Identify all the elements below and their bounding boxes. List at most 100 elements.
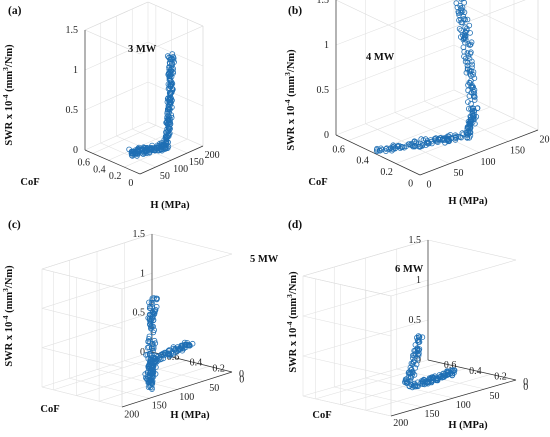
data-point: [465, 106, 472, 112]
data-point: [376, 147, 383, 154]
data-point: [157, 356, 164, 363]
floor-grid-line: [347, 95, 467, 141]
data-point: [165, 132, 172, 139]
floor-grid-line: [365, 123, 450, 165]
data-point: [153, 295, 160, 302]
z-tick-label: 1.5: [409, 235, 422, 246]
data-point: [426, 376, 433, 382]
data-point: [465, 99, 471, 105]
data-point: [166, 350, 173, 357]
z-axis-label-part: -4: [1, 94, 10, 100]
data-point: [151, 354, 158, 361]
box-edge: [419, 0, 526, 41]
data-point: [186, 342, 192, 348]
z-tick-label: 1: [73, 65, 78, 76]
x-tick-label: 150: [189, 157, 204, 168]
power-annotation: 5 MW: [250, 254, 279, 265]
x-axis-line: [419, 129, 539, 176]
data-point: [470, 84, 477, 90]
floor-grid-line: [394, 112, 480, 153]
z-axis-label-part: -4: [1, 315, 10, 321]
data-point: [458, 27, 464, 34]
data-point: [145, 362, 152, 369]
y-tick-label: 0.2: [212, 363, 225, 374]
data-point: [461, 32, 468, 39]
floor-grid-line: [92, 125, 156, 154]
box-edge: [147, 1, 204, 27]
x-tick-label: 50: [160, 171, 170, 182]
y-tick-label: 0.2: [109, 171, 122, 182]
y-axis-label: CoF: [20, 177, 39, 188]
data-point: [147, 145, 153, 151]
data-point: [452, 132, 459, 139]
z-axis-label-part: SWR x 10: [4, 322, 15, 367]
data-point: [433, 377, 440, 384]
x-tick-label: 150: [510, 146, 525, 157]
y-tick-label: 0.6: [444, 360, 457, 371]
data-point: [451, 367, 457, 374]
data-point: [473, 113, 480, 120]
z-tick-label: 0.5: [409, 315, 422, 326]
data-point: [167, 121, 174, 127]
box-edge: [84, 1, 149, 31]
y-axis-label: CoF: [312, 410, 331, 421]
x-tick-label: 100: [456, 400, 471, 411]
power-annotation: 6 MW: [395, 264, 424, 275]
floor-grid-line: [53, 354, 164, 391]
data-point: [153, 303, 160, 310]
data-point: [166, 70, 173, 77]
data-point: [159, 350, 166, 357]
floor-grid-line: [395, 118, 515, 164]
data-point: [412, 342, 419, 348]
y-tick-label: 0.2: [494, 372, 507, 383]
y-axis-label: CoF: [308, 177, 327, 188]
data-point: [374, 148, 380, 155]
data-point: [166, 64, 172, 70]
data-point: [170, 344, 177, 350]
y-tick-label: 0.4: [356, 156, 369, 167]
wall-grid-line: [302, 355, 392, 377]
x-tick-label: 200: [124, 409, 139, 420]
y-axis-line: [427, 359, 517, 381]
data-point: [416, 334, 423, 340]
wall-grid-line: [41, 347, 123, 368]
x-axis-line: [139, 145, 204, 175]
data-point: [167, 100, 174, 107]
data-point: [415, 141, 422, 147]
box-edge: [121, 253, 233, 290]
data-point: [429, 140, 435, 147]
data-point: [160, 351, 167, 358]
x-axis-line: [121, 371, 233, 408]
panel-d: 0 50 100 150 200 0 0.2 0.4 0.6 0 0.5 1 1.5 H (MPa) CoF…: [285, 219, 528, 431]
z-tick-label: 1: [324, 40, 329, 51]
x-tick-label: 50: [490, 391, 500, 402]
data-point: [383, 148, 389, 154]
floor-grid-line: [365, 373, 491, 411]
z-tick-label: 1.5: [66, 25, 79, 36]
data-point: [441, 374, 447, 380]
box-edge: [427, 239, 517, 261]
power-annotation: 3 MW: [128, 44, 157, 55]
z-axis-label-part: /Nm): [288, 271, 299, 295]
x-tick-label: 100: [481, 157, 496, 168]
z-tick-label: 0.5: [66, 105, 79, 116]
data-point: [374, 145, 380, 152]
x-tick-label: 50: [454, 168, 464, 179]
floor-grid-line: [108, 132, 172, 161]
floor-grid-line: [76, 360, 187, 396]
floor-grid-line: [124, 360, 205, 382]
x-axis-label: H (MPa): [150, 200, 190, 211]
data-point: [467, 42, 473, 48]
data-point: [145, 338, 152, 345]
data-point: [404, 380, 410, 386]
y-tick-label: 0.4: [469, 366, 482, 377]
x-tick-label: 200: [205, 150, 220, 161]
data-point: [461, 48, 468, 55]
data-point: [169, 88, 176, 94]
z-axis-label-part: 3: [1, 67, 10, 71]
z-tick-label: 1.5: [133, 229, 146, 240]
data-point: [148, 323, 154, 330]
y-axis-label: CoF: [40, 404, 59, 415]
data-point: [142, 371, 149, 377]
